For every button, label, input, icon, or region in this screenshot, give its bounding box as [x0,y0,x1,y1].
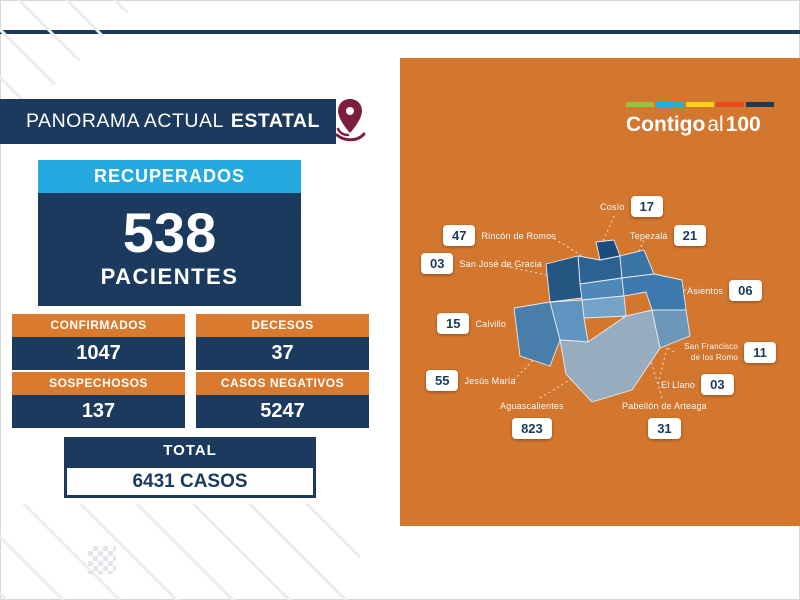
recovered-unit: PACIENTES [100,264,239,289]
map-callout-cosio: Cosío 17 [600,196,663,217]
checker-pattern [88,546,116,574]
total-card: TOTAL 6431 CASOS [64,437,316,498]
logo-part1: Contigo [626,113,706,136]
stat-value: 37 [196,337,369,370]
municipality-value: 11 [744,342,776,363]
diagonal-stripes-bottom-left [0,504,360,600]
map-callout-jesus-maria: 55 Jesús María [426,370,516,391]
municipality-value: 55 [426,370,459,391]
municipality-name: El Llano [661,379,696,390]
state-map [495,215,691,403]
municipality-value: 03 [421,253,454,274]
map-panel: Contigoal100 Cosío 17 47 Rincón de Romos… [400,58,800,526]
stat-card-decesos: DECESOS 37 [196,314,369,370]
recovered-value: 538 [122,201,217,264]
map-callout-asientos: Asientos 06 [687,280,762,301]
municipality-shape-calvillo [513,301,561,367]
stat-card-sospechosos: SOSPECHOSOS 137 [12,372,185,428]
stat-value: 137 [12,395,185,428]
municipality-shape-tepezala [619,249,655,279]
municipality-value: 31 [648,418,681,439]
recovered-card: 538 PACIENTES [38,193,301,306]
municipality-value: 17 [630,196,663,217]
municipality-name: Jesús María [464,375,516,386]
stat-card-casos-negativos: CASOS NEGATIVOS 5247 [196,372,369,428]
municipality-value: 15 [437,313,470,334]
map-callout-el-llano: El Llano 03 [661,374,734,395]
top-divider-line [0,30,800,34]
map-callout-aguascalientes: Aguascalientes 823 [500,401,564,439]
contigo-al-100-logo: Contigoal100 [626,102,774,137]
logo-part2: al [707,113,724,136]
logo-color-bar [626,102,774,107]
stat-label: CONFIRMADOS [12,314,185,337]
map-callout-pabellon-de-arteaga: Pabellón de Arteaga 31 [622,401,707,439]
municipality-shape-asientos [621,273,687,311]
municipality-shape-el-llano [651,309,691,349]
municipality-name: Pabellón de Arteaga [622,401,707,411]
municipality-value: 21 [673,225,707,246]
page-title-bold: ESTATAL [230,110,320,132]
municipality-shape-san-francisco-de-los-romo [581,295,627,319]
municipality-value: 06 [729,280,762,301]
municipality-name: Cosío [600,201,625,212]
total-value: 6431 CASOS [64,465,316,498]
stat-label: CASOS NEGATIVOS [196,372,369,395]
logo-text: Contigoal100 [626,113,774,137]
recovered-header: RECUPERADOS [38,160,301,193]
municipality-name: Rincón de Romos [481,230,557,241]
stat-value: 1047 [12,337,185,370]
logo-part3: 100 [725,113,761,136]
stat-value: 5247 [196,395,369,428]
map-callout-tepezala: Tepezalá 21 [630,225,707,246]
map-callout-calvillo: 15 Calvillo [437,313,506,334]
municipality-name: Asientos [687,285,724,296]
municipality-name: Aguascalientes [500,401,564,411]
municipality-name: San José de Gracia [459,258,543,269]
municipality-value: 823 [512,418,552,439]
page-title: PANORAMA ACTUAL ESTATAL [0,99,336,144]
stat-label: DECESOS [196,314,369,337]
stat-label: SOSPECHOSOS [12,372,185,395]
map-callout-rincon-de-romos: 47 Rincón de Romos [443,225,556,246]
page-title-light: PANORAMA ACTUAL [26,110,224,132]
municipality-name: San Francisco de los Romo [684,342,738,362]
map-callout-san-jose-de-gracia: 03 San José de Gracia [421,253,542,274]
municipality-value: 03 [701,374,734,395]
municipality-name: Calvillo [475,318,507,329]
municipality-name: Tepezalá [630,230,668,241]
location-pin-hand-icon [335,99,366,142]
municipality-value: 47 [443,225,476,246]
municipality-shape-san-jose-de-gracia [545,255,583,303]
map-callout-san-francisco-de-los-romo: San Francisco de los Romo 11 [676,342,776,363]
total-label: TOTAL [64,437,316,465]
stat-card-confirmados: CONFIRMADOS 1047 [12,314,185,370]
